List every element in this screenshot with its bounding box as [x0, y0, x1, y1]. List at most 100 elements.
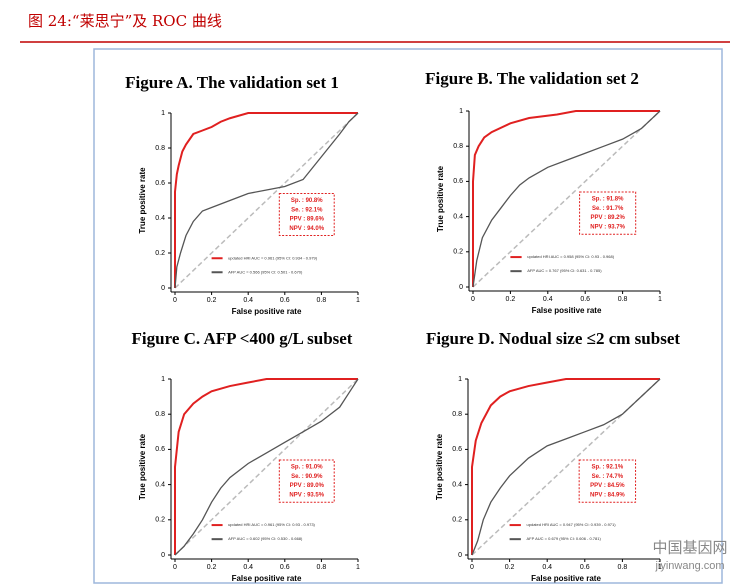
x-tick-label: 0.6	[280, 297, 290, 304]
y-tick-label: 0.2	[155, 517, 165, 524]
y-tick-label: 0	[161, 285, 165, 292]
roc-curve	[174, 112, 358, 288]
roc-curve	[174, 378, 358, 555]
x-tick-label: 0.4	[243, 564, 253, 571]
x-tick-label: 1	[356, 564, 360, 571]
chart-title: Figure A. The validation set 1	[125, 73, 339, 92]
x-tick-label: 1	[658, 296, 662, 303]
stats-box	[278, 459, 335, 503]
roc-curve	[472, 110, 661, 288]
x-tick-label: 0.2	[505, 564, 515, 571]
stats-text: Sp. : 90.8%	[291, 198, 323, 204]
reference-diagonal	[174, 112, 359, 289]
stats-box	[578, 459, 637, 503]
x-tick-label: 0	[173, 297, 177, 304]
y-tick-label: 0.8	[453, 143, 463, 150]
header-title: 图 24:“莱思宁”及 ROC 曲线	[28, 12, 222, 30]
stats-text: PPV : 89.6%	[290, 217, 325, 223]
stats-text: PPV : 89.0%	[290, 483, 325, 489]
x-tick-label: 0.8	[317, 564, 327, 571]
y-tick-label: 0.2	[453, 249, 463, 256]
y-tick-label: 0.6	[453, 178, 463, 185]
x-tick-label: 0.6	[580, 564, 590, 571]
y-tick-label: 0.4	[453, 213, 463, 220]
y-tick-label: 0.4	[155, 215, 165, 222]
x-tick-label: 0.6	[580, 296, 590, 303]
stats-text: Se. : 74.7%	[592, 474, 624, 480]
y-tick-label: 1	[458, 376, 462, 383]
watermark-name: 中国基因网	[652, 539, 727, 557]
y-axis-label: True positive rate	[138, 433, 147, 500]
roc-curve	[471, 378, 660, 555]
x-axis-label: False positive rate	[531, 574, 601, 583]
y-tick-label: 0.8	[452, 411, 462, 418]
legend-label: updated HRI AUC = 0.958 (95% CI: 0.93 - …	[527, 254, 614, 259]
y-tick-label: 0.2	[155, 250, 165, 257]
y-tick-label: 1	[161, 110, 165, 117]
y-tick-label: 0.6	[155, 446, 165, 453]
legend-label: AFP AUC = 0.767 (95% CI: 0.631 - 0.785)	[527, 268, 602, 273]
legend-label: updated HRI AUC = 0.947 (95% CI: 0.939 -…	[527, 522, 617, 527]
stats-text: Sp. : 91.8%	[592, 197, 624, 203]
stats-text: NPV : 93.5%	[289, 493, 324, 499]
y-tick-label: 0	[458, 552, 462, 559]
x-tick-label: 0	[470, 564, 474, 571]
watermark-url: jiyinwang.com	[654, 560, 724, 572]
y-tick-label: 1	[459, 108, 463, 115]
y-tick-label: 0	[161, 552, 165, 559]
reference-diagonal	[471, 378, 661, 556]
stats-text: NPV : 93.7%	[590, 225, 625, 231]
stats-box	[579, 191, 637, 235]
x-tick-label: 0.8	[317, 297, 327, 304]
x-axis-label: False positive rate	[232, 307, 302, 316]
x-tick-label: 0.8	[618, 296, 628, 303]
legend-label: updated HRI AUC = 0.961 (95% CI: 0.934 -…	[228, 255, 318, 260]
legend-label: updated HRI AUC = 0.961 (95% CI: 0.93 - …	[228, 522, 315, 527]
x-tick-label: 0.2	[506, 296, 516, 303]
roc-curve	[471, 378, 661, 556]
reference-diagonal	[472, 110, 661, 288]
chart-title: Figure D. Nodual size ≤2 cm subset	[426, 329, 680, 348]
y-axis-label: True positive rate	[138, 167, 147, 234]
stats-text: NPV : 84.9%	[590, 493, 625, 499]
y-tick-label: 0.6	[452, 446, 462, 453]
y-tick-label: 0.4	[155, 481, 165, 488]
stats-text: PPV : 89.2%	[590, 215, 625, 221]
roc-curve	[174, 378, 359, 556]
x-tick-label: 0.4	[243, 297, 253, 304]
legend-label: AFP AUC = 0.602 (95% CI: 0.530 - 0.668)	[228, 536, 303, 541]
y-tick-label: 0.6	[155, 180, 165, 187]
stats-text: Se. : 91.7%	[592, 206, 624, 212]
stats-text: NPV : 94.0%	[289, 226, 324, 232]
x-axis-label: False positive rate	[232, 574, 302, 583]
x-tick-label: 0.6	[280, 564, 290, 571]
x-tick-label: 0.8	[618, 564, 628, 571]
x-tick-label: 0	[173, 564, 177, 571]
figure-frame	[93, 48, 723, 584]
chart-title: Figure C. AFP <400 g/L subset	[132, 329, 353, 348]
roc-curve	[174, 112, 359, 289]
chart-title: Figure B. The validation set 2	[425, 69, 639, 88]
x-tick-label: 1	[356, 297, 360, 304]
stats-text: Se. : 90.9%	[291, 474, 323, 480]
x-tick-label: 0.4	[542, 564, 552, 571]
x-tick-label: 0.4	[543, 296, 553, 303]
legend-label: AFP AUC = 0.679 (95% CI: 0.606 - 0.781)	[527, 536, 602, 541]
y-tick-label: 0.2	[452, 517, 462, 524]
x-tick-label: 0.2	[207, 297, 217, 304]
x-tick-label: 1	[658, 564, 662, 571]
y-tick-label: 0.4	[452, 481, 462, 488]
y-axis-label: True positive rate	[436, 165, 445, 232]
stats-text: PPV : 84.5%	[590, 483, 625, 489]
stats-text: Se. : 92.1%	[291, 207, 323, 213]
reference-diagonal	[174, 378, 359, 556]
y-axis-label: True positive rate	[435, 433, 444, 500]
x-axis-label: False positive rate	[532, 306, 602, 315]
roc-curve	[472, 110, 660, 287]
x-tick-label: 0.2	[207, 564, 217, 571]
stats-box	[278, 193, 335, 236]
stats-text: Sp. : 91.0%	[291, 465, 323, 471]
y-tick-label: 0.8	[155, 411, 165, 418]
stats-text: Sp. : 92.1%	[592, 465, 624, 471]
